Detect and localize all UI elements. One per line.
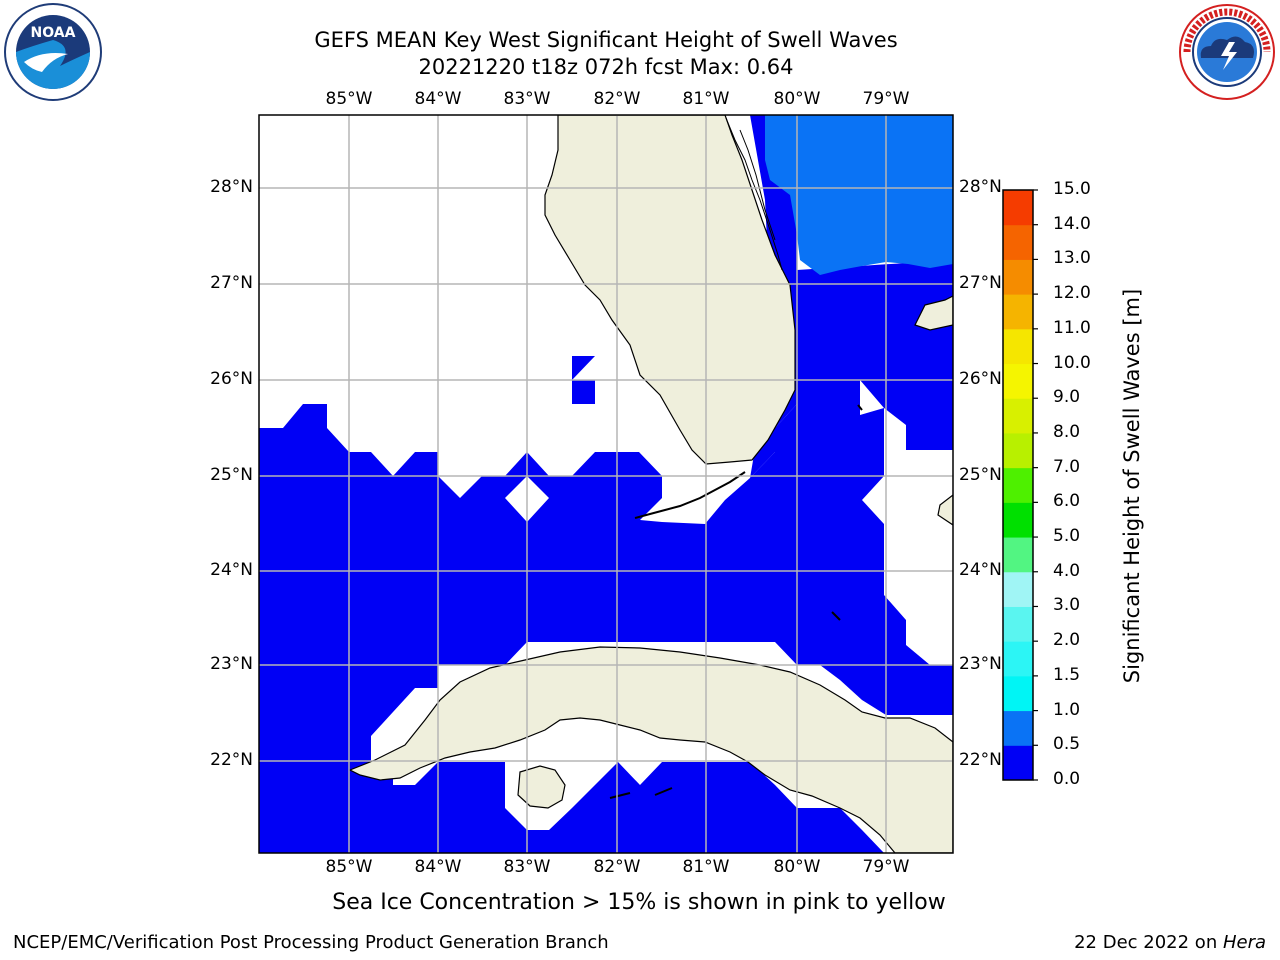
colorbar-segment: [1003, 467, 1033, 503]
lat-label-left: 25°N: [210, 465, 253, 485]
land-florida: [544, 115, 796, 465]
colorbar-tick-label: 4.0: [1053, 560, 1081, 581]
colorbar-tick-label: 13.0: [1053, 248, 1091, 269]
lat-label-left: 23°N: [210, 654, 253, 674]
lat-label-left: 28°N: [210, 177, 253, 197]
colorbar-ticks: 0.0 0.5 1.0 1.5 2.0 3.0 4.0 5.0 6.0 7.0 8.0 9.0 10.0…: [1043, 179, 1103, 789]
colorbar-frame: [1002, 189, 1034, 781]
lat-label-right: 24°N: [959, 560, 1002, 580]
footer-machine: Hera: [1222, 932, 1266, 953]
swell-region-east: [797, 260, 953, 450]
lat-label-right: 25°N: [959, 465, 1002, 485]
colorbar-tick-label: 0.5: [1053, 734, 1081, 755]
map-title: GEFS MEAN Key West Significant Height of…: [314, 28, 898, 52]
colorbar-segment: [1003, 675, 1033, 712]
lat-label-right: 26°N: [959, 369, 1002, 389]
swell-region-south: [259, 762, 884, 853]
lat-label-left: 22°N: [210, 750, 253, 770]
colorbar-segment: [1003, 432, 1033, 469]
colorbar-tick-label: 0.0: [1053, 769, 1081, 789]
colorbar-segment: [1003, 571, 1033, 607]
colorbar-segment: [1003, 398, 1033, 434]
lon-label-bottom: 84°W: [414, 857, 462, 877]
lon-label-bottom: 80°W: [773, 857, 821, 877]
colorbar-segment: [1003, 363, 1033, 399]
colorbar-tick-label: 12.0: [1053, 283, 1091, 304]
lon-label-bottom: 82°W: [593, 857, 641, 877]
lon-label-bottom: 83°W: [503, 857, 551, 877]
colorbar-segment: [1003, 190, 1033, 226]
land-isla-juventud: [517, 765, 566, 809]
colorbar-tick-label: 7.0: [1053, 456, 1081, 477]
map-frame: [258, 114, 954, 854]
colorbar-tick-label: 9.0: [1053, 387, 1081, 408]
colorbar-segment: [1003, 641, 1033, 677]
colorbar-tick-label: 6.0: [1053, 491, 1081, 512]
svg-text:NOAA: NOAA: [31, 25, 76, 41]
colorbar-segment: [1003, 537, 1033, 573]
map-gridlines: [259, 115, 953, 853]
footer-date: 22 Dec 2022 on Hera: [1074, 932, 1266, 953]
colorbar-segment: [1003, 259, 1033, 295]
colorbar-segment: [1003, 224, 1033, 260]
noaa-logo-icon: NOAA: [4, 3, 102, 101]
lon-label-top: 84°W: [414, 89, 462, 109]
footer-date-text: 22 Dec 2022 on: [1074, 932, 1223, 953]
colorbar-segment: [1003, 710, 1033, 746]
colorbar-tick-label: 8.0: [1053, 421, 1081, 442]
colorbar-tick-label: 11.0: [1053, 317, 1091, 338]
colorbar-tick-label: 10.0: [1053, 352, 1091, 373]
colorbar-tick-label: 14.0: [1053, 213, 1091, 234]
lat-label-right: 22°N: [959, 750, 1002, 770]
lon-label-bottom: 81°W: [682, 857, 730, 877]
colorbar-segment: [1003, 328, 1033, 365]
land-cuba: [348, 646, 953, 853]
lon-label-top: 83°W: [503, 89, 551, 109]
lat-label-left: 24°N: [210, 560, 253, 580]
map-subtitle: 20221220 t18z 072h fcst Max: 0.64: [418, 55, 794, 79]
lon-label-bottom: 85°W: [325, 857, 373, 877]
colorbar-segment: [1003, 606, 1033, 642]
land-bahamas: [914, 295, 953, 331]
lon-label-bottom: 79°W: [862, 857, 910, 877]
nws-logo-icon: [1179, 4, 1275, 100]
colorbar-label: Significant Height of Swell Waves [m]: [1120, 288, 1144, 684]
lon-label-top: 81°W: [682, 89, 730, 109]
lat-label-right: 28°N: [959, 177, 1002, 197]
colorbar-tick-label: 3.0: [1053, 595, 1081, 616]
colorbar-segment: [1003, 502, 1033, 538]
colorbar-segment: [1003, 294, 1033, 330]
colorbar-tick-label: 1.5: [1053, 664, 1081, 685]
colorbar: [1002, 189, 1038, 781]
footer-credit: NCEP/EMC/Verification Post Processing Pr…: [13, 932, 609, 953]
lat-label-right: 23°N: [959, 654, 1002, 674]
swell-region-ne: [765, 115, 953, 275]
lat-label-left: 27°N: [210, 273, 253, 293]
colorbar-tick-label: 2.0: [1053, 630, 1081, 651]
colorbar-segment: [1003, 745, 1033, 781]
lon-label-top: 85°W: [325, 89, 373, 109]
colorbar-tick-label: 5.0: [1053, 526, 1081, 547]
lon-label-top: 80°W: [773, 89, 821, 109]
sea-ice-note: Sea Ice Concentration > 15% is shown in …: [332, 890, 946, 915]
lon-label-top: 79°W: [862, 89, 910, 109]
lat-label-right: 27°N: [959, 273, 1002, 293]
lat-label-left: 26°N: [210, 369, 253, 389]
lon-label-top: 82°W: [593, 89, 641, 109]
colorbar-tick-label: 15.0: [1053, 179, 1091, 199]
colorbar-tick-label: 1.0: [1053, 699, 1081, 720]
